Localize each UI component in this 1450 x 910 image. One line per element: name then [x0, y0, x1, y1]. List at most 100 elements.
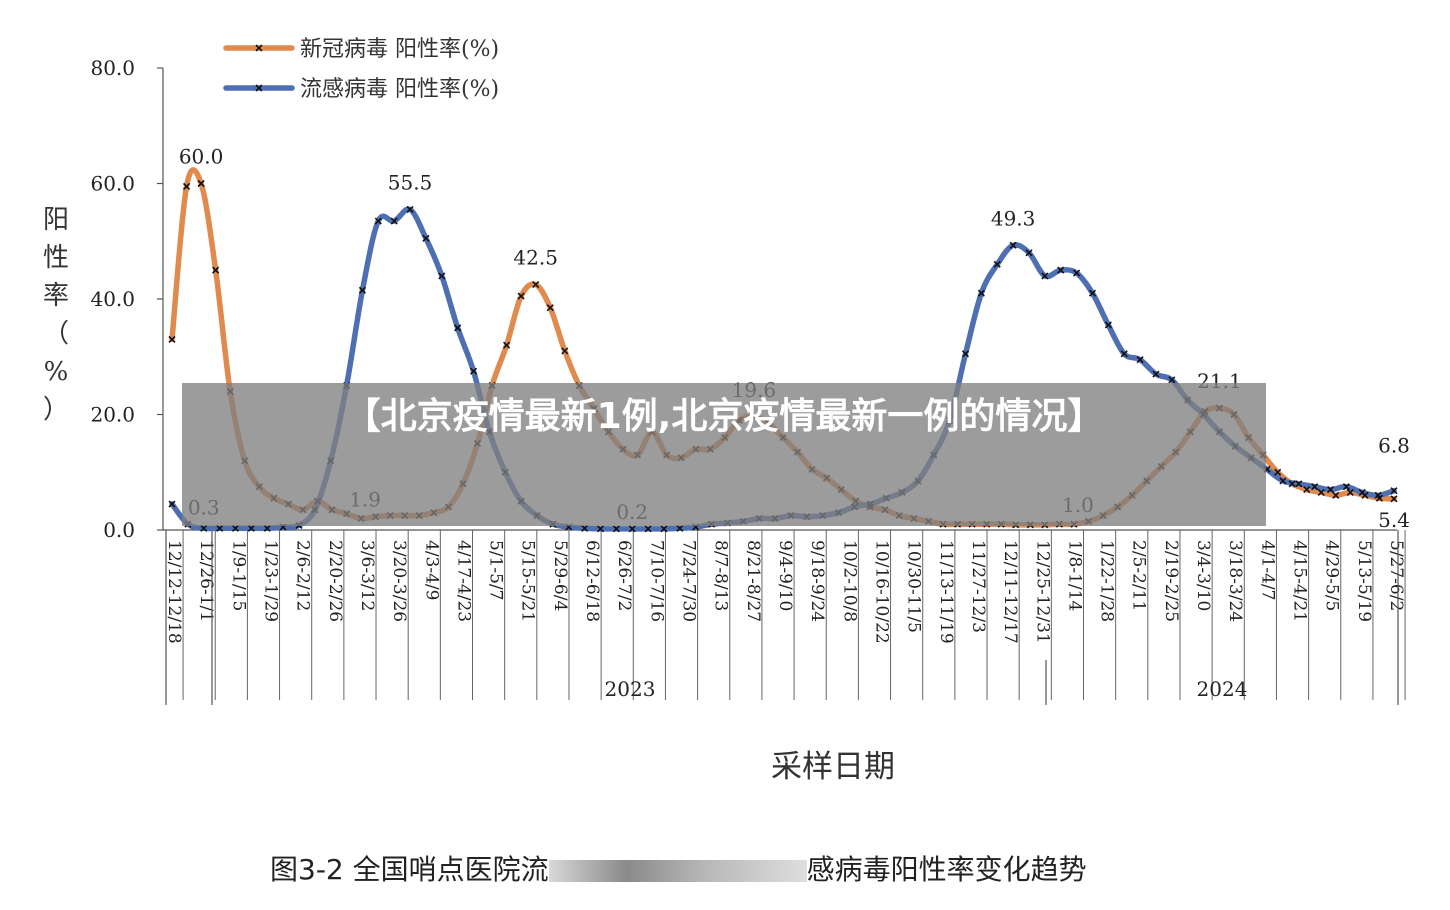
x-tick-label: 1/23-1/29 — [260, 540, 280, 622]
data-point-marker — [628, 525, 636, 533]
legend-label: 流感病毒 阳性率(%) — [300, 77, 499, 102]
x-tick-label: 9/18-9/24 — [807, 540, 827, 622]
x-axis-ticks: 12/12-12/18 12/26-1/1 1/9-1/15 1/23-1/29 2/6… — [164, 530, 1406, 705]
legend-label: 新冠病毒 阳性率(%) — [300, 37, 499, 62]
data-point-marker — [993, 260, 1001, 268]
x-tick-label: 2/20-2/26 — [325, 540, 345, 622]
y-axis-ticks: 0.0 20.0 40.0 60.0 80.0 — [90, 56, 163, 542]
data-point-marker — [1088, 289, 1097, 297]
data-point-marker — [546, 304, 554, 312]
x-tick-label: 2/19-2/25 — [1161, 540, 1181, 622]
data-point-marker — [231, 524, 240, 532]
data-point-marker — [532, 280, 540, 289]
x-tick-label: 12/26-1/1 — [196, 540, 216, 622]
data-point-marker — [1136, 356, 1144, 364]
data-point-marker — [1311, 483, 1319, 491]
data-point-marker — [438, 272, 446, 280]
data-point-marker — [1009, 241, 1017, 249]
data-point-marker — [1358, 488, 1366, 497]
x-tick-label: 5/27-6/2 — [1386, 540, 1406, 611]
data-point-marker — [1303, 486, 1311, 494]
chart-legend: 新冠病毒 阳性率(%) 流感病毒 阳性率(%) — [223, 37, 499, 102]
x-tick-label: 12/12-12/18 — [164, 540, 184, 644]
data-label: 60.0 — [179, 145, 224, 169]
x-tick-label: 12/11-12/17 — [1000, 540, 1020, 644]
x-tick-label: 4/29-5/5 — [1322, 540, 1342, 611]
data-point-marker — [1317, 488, 1325, 497]
x-tick-label: 8/21-8/27 — [743, 540, 763, 622]
data-label: 5.4 — [1378, 508, 1410, 532]
y-tick-label: 80.0 — [90, 56, 135, 80]
data-point-marker — [1041, 272, 1049, 280]
caption-right: 感病毒阳性率变化趋势 — [806, 853, 1087, 886]
data-point-marker — [263, 524, 271, 532]
data-point-marker — [561, 347, 569, 355]
data-point-marker — [200, 524, 208, 532]
x-tick-label: 3/18-3/24 — [1225, 540, 1245, 622]
data-point-marker — [1346, 488, 1354, 497]
data-point-marker — [1104, 321, 1112, 329]
legend-item-1: 流感病毒 阳性率(%) — [223, 77, 499, 102]
data-point-marker — [1152, 370, 1160, 378]
y-tick-label: 60.0 — [90, 172, 135, 196]
data-label: 49.3 — [991, 206, 1036, 230]
title-overlay-band — [182, 383, 1266, 526]
x-tick-label: 5/13-5/19 — [1354, 540, 1374, 622]
x-tick-label: 8/7-8/13 — [711, 540, 731, 611]
x-tick-label: 11/27-12/3 — [968, 540, 988, 633]
x-tick-label: 3/6-3/12 — [357, 540, 377, 611]
x-tick-label: 3/4-3/10 — [1193, 540, 1213, 611]
data-point-marker — [961, 350, 970, 358]
data-point-marker — [422, 234, 430, 242]
data-point-marker — [1073, 269, 1081, 277]
x-tick-label: 1/9-1/15 — [228, 540, 248, 611]
x-tick-label: 4/3-4/9 — [421, 540, 441, 600]
data-point-marker — [358, 286, 367, 294]
x-tick-label: 9/4-9/10 — [775, 540, 795, 611]
x-tick-label: 4/15-4/21 — [1290, 540, 1310, 622]
overlay-title: 【北京疫情最新1例,北京疫情最新一例的情况】 — [344, 396, 1104, 437]
data-point-marker — [1342, 483, 1350, 491]
data-point-marker — [182, 182, 191, 190]
data-point-marker — [1057, 266, 1065, 274]
data-point-marker — [517, 292, 525, 300]
data-point-marker — [1288, 480, 1296, 488]
data-point-marker — [503, 341, 511, 349]
x-tick-label: 6/12-6/18 — [582, 540, 602, 622]
data-label: 6.8 — [1378, 434, 1410, 458]
data-point-marker — [612, 525, 620, 533]
data-point-marker — [168, 500, 176, 508]
year-label: 2024 — [1197, 677, 1248, 701]
data-label: 42.5 — [513, 246, 558, 270]
data-point-marker — [374, 217, 382, 225]
x-tick-label: 3/20-3/26 — [389, 540, 409, 622]
data-point-marker — [581, 524, 589, 532]
data-point-marker — [660, 525, 668, 533]
data-point-marker — [1279, 477, 1287, 485]
x-tick-label: 7/10-7/16 — [646, 540, 666, 622]
data-point-marker — [1332, 491, 1340, 499]
x-tick-label: 12/25-12/31 — [1032, 540, 1052, 644]
x-tick-label: 10/30-11/5 — [904, 540, 924, 633]
x-axis-label: 采样日期 — [771, 749, 895, 785]
x-tick-label: 6/26-7/2 — [614, 540, 634, 611]
data-point-marker — [1390, 495, 1398, 503]
figure-caption: 图3-2 全国哨点医院流 感病毒阳性率变化趋势 — [270, 848, 1087, 888]
data-point-marker — [1390, 487, 1398, 495]
data-point-marker — [454, 324, 462, 332]
x-tick-label: 11/13-11/19 — [936, 540, 956, 644]
y-tick-label: 0.0 — [103, 518, 135, 542]
data-point-marker — [596, 525, 605, 533]
data-point-marker — [644, 525, 652, 533]
x-tick-label: 5/29-6/4 — [550, 540, 570, 611]
data-point-marker — [1120, 350, 1128, 358]
x-tick-label: 2/6-2/12 — [293, 540, 313, 611]
data-point-marker — [406, 205, 414, 214]
data-point-marker — [1025, 249, 1033, 257]
x-tick-label: 1/22-1/28 — [1097, 540, 1117, 622]
data-point-marker — [977, 289, 985, 297]
data-point-marker — [212, 266, 220, 274]
data-point-marker — [1326, 486, 1335, 494]
x-tick-label: 10/2-10/8 — [839, 540, 859, 622]
data-point-marker — [1295, 480, 1303, 488]
